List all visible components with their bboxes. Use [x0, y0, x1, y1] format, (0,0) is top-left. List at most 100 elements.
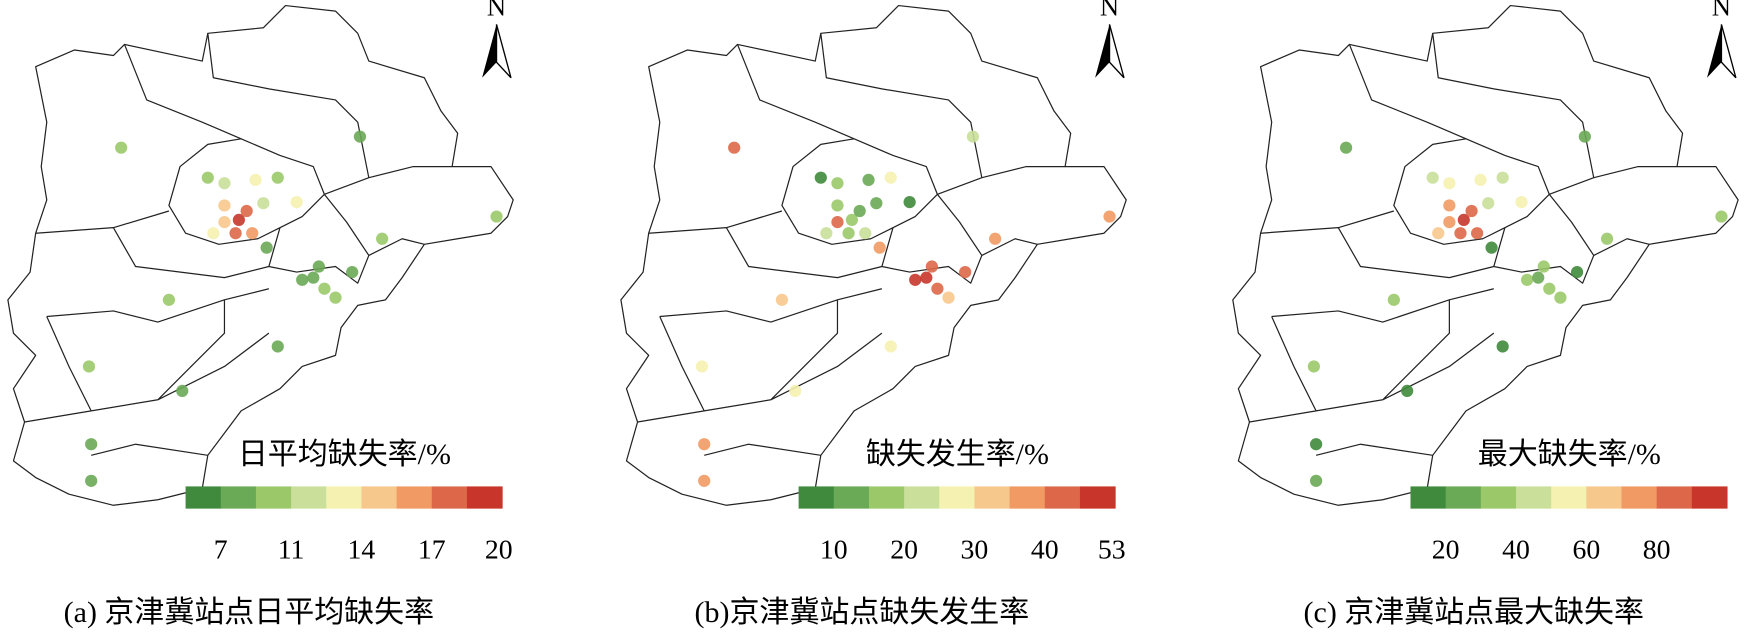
- station: [271, 171, 284, 184]
- station: [845, 213, 859, 226]
- station: [820, 227, 833, 240]
- station: [246, 227, 259, 240]
- station: [1520, 273, 1534, 286]
- legend-swatch: [291, 486, 327, 509]
- station: [789, 384, 802, 398]
- station: [85, 438, 98, 451]
- legend-tick-label: 20: [890, 535, 918, 566]
- station: [959, 265, 972, 279]
- north-arrow: [1095, 24, 1110, 78]
- panels: N 日平均缺失率/% 7 11 14 17 20 (a) 京津冀站点日平均缺失率 N 缺失发生率/…: [7, 0, 1739, 629]
- station: [1339, 141, 1353, 154]
- station: [201, 171, 214, 184]
- station: [942, 291, 955, 304]
- station: [490, 210, 503, 223]
- legend-tick-label: 53: [1098, 535, 1126, 566]
- legend-swatch: [185, 486, 222, 509]
- station: [853, 204, 866, 218]
- station: [1715, 210, 1728, 223]
- station: [931, 282, 944, 295]
- station: [1474, 173, 1487, 187]
- station: [290, 196, 303, 209]
- legend-swatch: [1480, 486, 1517, 509]
- station: [1482, 197, 1495, 210]
- station: [814, 171, 827, 184]
- map-outline: [7, 4, 514, 506]
- station: [870, 197, 883, 210]
- legend-tick-label: 7: [214, 535, 228, 566]
- station: [115, 141, 128, 154]
- station: [1309, 474, 1323, 487]
- legend-swatch: [1586, 486, 1623, 509]
- legend-swatch: [974, 486, 1011, 509]
- map-panel: N 缺失发生率/% 10 20 30 40 53 (b)京津冀站点缺失发生率: [620, 0, 1127, 629]
- station: [859, 227, 872, 240]
- station: [1309, 438, 1323, 451]
- station: [1387, 293, 1400, 306]
- north-label: N: [1712, 0, 1731, 22]
- legend-tick-label: 17: [418, 535, 446, 566]
- legend-swatch: [220, 486, 257, 509]
- station: [728, 141, 741, 154]
- station: [695, 360, 709, 373]
- station: [1443, 177, 1456, 190]
- map-outline: [620, 4, 1127, 506]
- station: [1103, 210, 1116, 223]
- station: [312, 260, 325, 273]
- north-label: N: [487, 0, 506, 22]
- caption: (b)京津冀站点缺失发生率: [695, 596, 1030, 629]
- station: [831, 177, 844, 190]
- station: [842, 227, 855, 240]
- station: [1578, 130, 1591, 143]
- station: [376, 232, 389, 245]
- north-arrow: [495, 24, 512, 79]
- legend-swatch: [939, 486, 975, 509]
- map-panel: N 最大缺失率/% 20 40 60 80 (c) 京津冀站点最大缺失率: [1232, 0, 1739, 629]
- station: [218, 215, 231, 229]
- legend-swatch: [1691, 486, 1728, 509]
- station: [176, 384, 189, 398]
- map-outline: [1232, 4, 1739, 506]
- caption: (a) 京津冀站点日平均缺失率: [64, 596, 434, 629]
- station: [966, 130, 980, 143]
- station: [1432, 227, 1445, 240]
- legend-swatch: [1009, 486, 1046, 509]
- legend-swatch: [798, 486, 835, 509]
- station: [218, 177, 231, 190]
- station: [1515, 196, 1528, 209]
- station: [1532, 271, 1545, 284]
- north-label: N: [1100, 0, 1119, 22]
- station: [257, 197, 270, 210]
- station: [1465, 204, 1478, 218]
- legend-swatch: [1044, 486, 1081, 509]
- station: [260, 241, 273, 254]
- station: [1443, 199, 1456, 212]
- legend-swatch: [1410, 486, 1447, 509]
- legend-swatch: [833, 486, 870, 509]
- station: [318, 282, 331, 295]
- station: [873, 241, 886, 254]
- station: [884, 340, 897, 353]
- legend-swatch: [1515, 486, 1552, 509]
- station: [1543, 282, 1556, 295]
- legend-swatch: [1551, 486, 1587, 509]
- north-arrow: [1108, 24, 1125, 79]
- legend-swatch: [1445, 486, 1482, 509]
- station: [296, 273, 309, 286]
- station: [698, 438, 711, 451]
- station: [207, 227, 220, 240]
- legend-swatch: [431, 486, 468, 509]
- station: [1496, 171, 1509, 184]
- station: [271, 340, 284, 353]
- station: [909, 273, 922, 286]
- station: [1443, 215, 1456, 229]
- station: [353, 130, 367, 143]
- legend-tick-label: 11: [278, 535, 305, 566]
- station: [920, 271, 933, 284]
- legend-swatch: [904, 486, 940, 509]
- legend-title: 最大缺失率/%: [1478, 438, 1661, 471]
- station: [1537, 260, 1550, 273]
- legend-tick-label: 40: [1502, 535, 1530, 566]
